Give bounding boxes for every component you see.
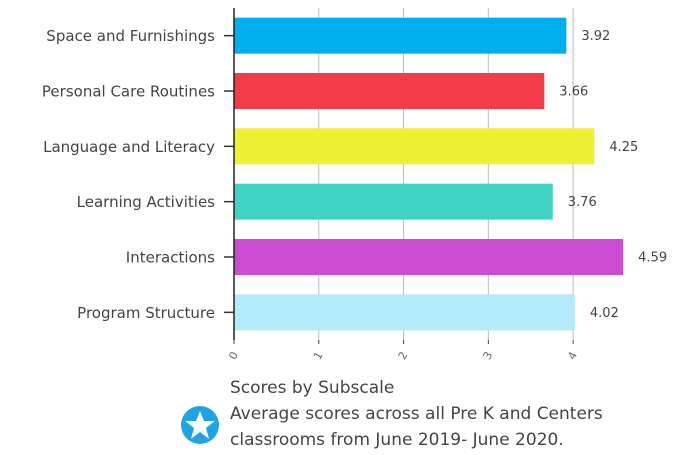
y-tick-label: Language and Literacy bbox=[43, 138, 215, 156]
y-tick-label: Program Structure bbox=[77, 304, 215, 322]
value-label: 3.76 bbox=[568, 195, 597, 210]
y-tick-label: Personal Care Routines bbox=[42, 83, 215, 101]
star-icon bbox=[185, 411, 215, 439]
bar bbox=[234, 17, 567, 54]
chart: 0 1 2 3 4 Space and Furnishings 3.92 Personal C… bbox=[42, 8, 667, 362]
value-label: 3.66 bbox=[559, 85, 588, 100]
x-tick-label: 2 bbox=[396, 349, 411, 362]
bar bbox=[234, 183, 553, 220]
caption: Scores by Subscale Average scores across… bbox=[230, 375, 680, 453]
value-label: 4.25 bbox=[609, 140, 638, 155]
chart-subtitle: Average scores across all Pre K and Cent… bbox=[230, 404, 603, 450]
chart-title: Scores by Subscale bbox=[230, 378, 395, 398]
bar bbox=[234, 294, 575, 331]
x-tick-label: 1 bbox=[311, 349, 326, 362]
y-tick-label: Space and Furnishings bbox=[46, 27, 215, 45]
x-tick-label: 3 bbox=[481, 349, 496, 362]
bar bbox=[234, 73, 545, 109]
value-label: 3.92 bbox=[581, 29, 610, 44]
value-label: 4.02 bbox=[590, 306, 619, 321]
bar bbox=[234, 128, 595, 165]
bar bbox=[234, 239, 624, 275]
y-tick-label: Learning Activities bbox=[77, 193, 216, 211]
star-icon-bg bbox=[181, 406, 219, 444]
value-label: 4.59 bbox=[638, 251, 667, 266]
y-tick-label: Interactions bbox=[126, 249, 215, 267]
x-tick-label: 0 bbox=[226, 349, 241, 362]
x-tick-label: 4 bbox=[565, 349, 580, 362]
